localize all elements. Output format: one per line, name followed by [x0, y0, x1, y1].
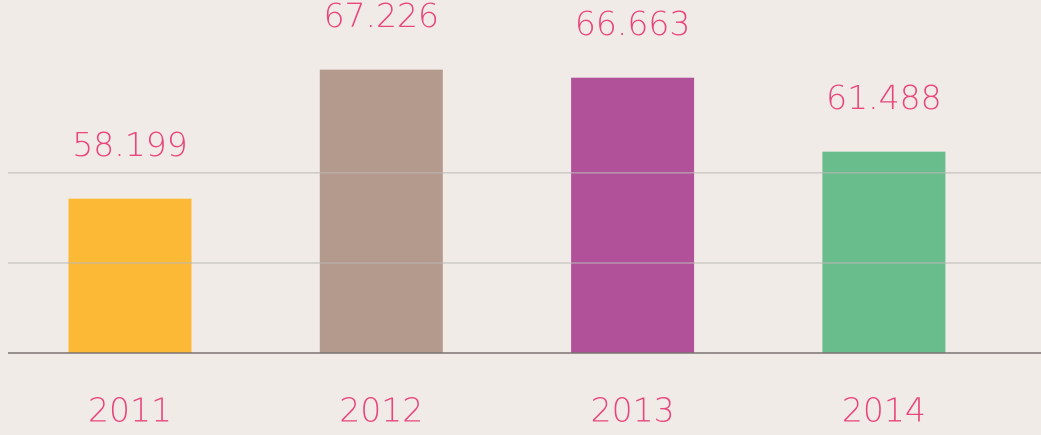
- x-tick-label: 2013: [591, 391, 675, 430]
- x-tick-label: 2012: [339, 391, 423, 430]
- bar: [68, 198, 192, 353]
- bar: [571, 77, 695, 353]
- bar: [822, 151, 946, 353]
- x-tick-label: 2014: [842, 391, 926, 430]
- value-label: 61.488: [826, 78, 941, 117]
- bar: [319, 69, 443, 353]
- value-label: 58.199: [72, 125, 187, 164]
- value-label: 67.226: [324, 0, 439, 35]
- value-label: 66.663: [575, 4, 690, 43]
- x-tick-label: 2011: [88, 391, 172, 430]
